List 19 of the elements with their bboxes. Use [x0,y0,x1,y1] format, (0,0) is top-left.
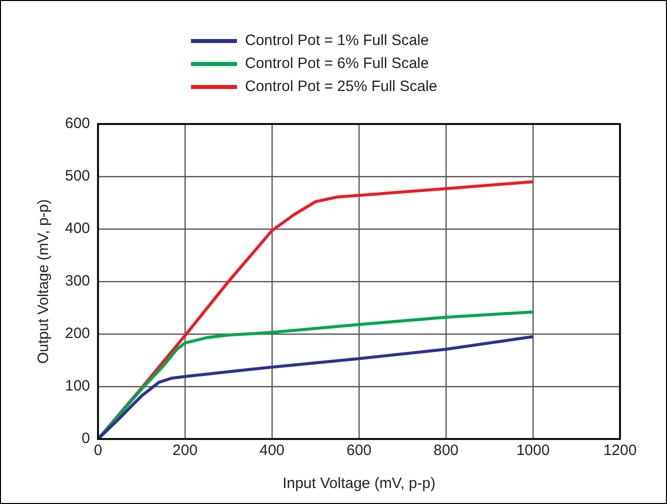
legend-label: Control Pot = 1% Full Scale [245,32,429,49]
x-tick-label: 1200 [603,442,637,460]
x-tick-label: 0 [94,442,102,460]
x-tick-label: 200 [172,442,198,460]
y-tick-label: 400 [64,220,90,238]
y-axis-title: Output Voltage (mV, p-p) [35,199,52,364]
y-tick-label: 0 [82,430,90,448]
x-tick-label: 800 [433,442,459,460]
x-tick-label: 400 [260,442,285,460]
y-tick-label: 600 [64,115,90,132]
y-tick-label: 300 [64,272,90,290]
y-tick-label: 500 [64,168,90,185]
y-tick-label: 100 [64,378,90,395]
x-tick-label: 600 [346,442,372,460]
legend-label: Control Pot = 25% Full Scale [245,78,438,95]
y-tick-label: 200 [64,325,90,342]
x-axis-title: Input Voltage (mV, p-p) [282,475,436,492]
x-tick-label: 1000 [516,442,550,460]
legend-label: Control Pot = 6% Full Scale [245,55,429,72]
